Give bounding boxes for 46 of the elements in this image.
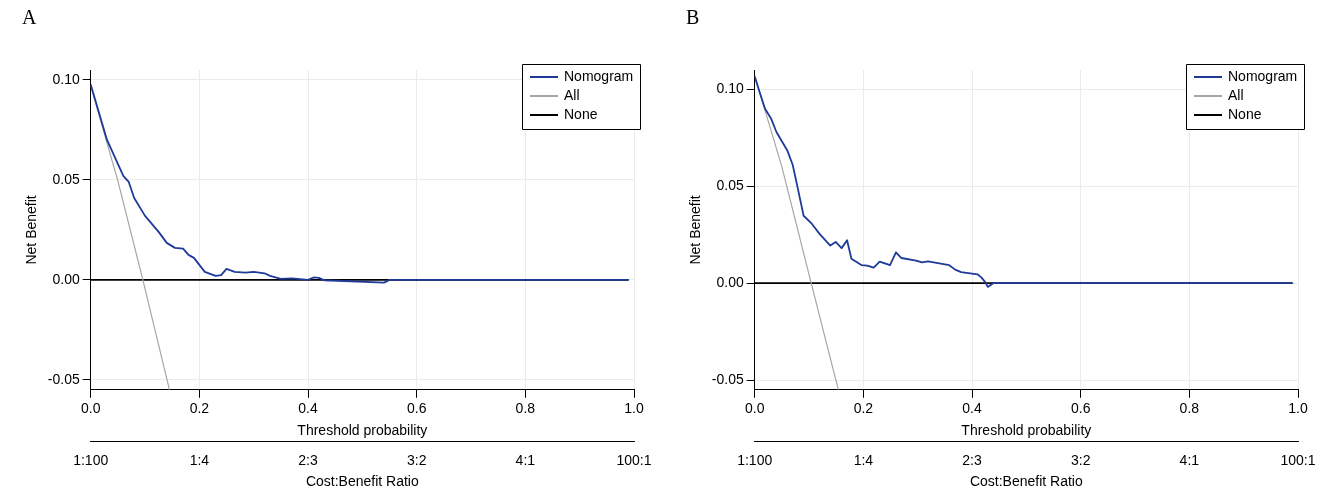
x-tick-label: 0.4 <box>298 400 318 417</box>
text: 100:1 <box>1280 451 1316 468</box>
legend-label: Nomogram <box>564 67 634 84</box>
legend-label: None <box>1228 105 1262 122</box>
text: 4:1 <box>1179 451 1200 468</box>
x2-axis-title: Cost:Benefit Ratio <box>305 473 419 490</box>
y-axis-title: Net Benefit <box>687 195 704 265</box>
x-tick-label: 0.2 <box>853 400 874 417</box>
x-axis-title: Threshold probability <box>297 421 428 438</box>
x-tick-label: 0.4 <box>962 400 982 417</box>
text: 1:4 <box>189 451 210 468</box>
y-tick-label: 0.10 <box>52 70 80 87</box>
y-tick-label: 0.00 <box>52 270 80 287</box>
x-tick-label: 0.8 <box>515 400 536 417</box>
x-tick-label: 1.0 <box>624 400 644 417</box>
chart-title: B <box>686 6 700 29</box>
x-tick-label: 1.0 <box>1288 400 1308 417</box>
chart-title: A <box>22 6 37 29</box>
y-tick-label: -0.05 <box>47 370 80 387</box>
x-tick-label: 0.6 <box>406 400 427 417</box>
text: 3:2 <box>406 451 427 468</box>
y-tick-label: 0.00 <box>716 274 744 291</box>
y-axis-title: Net Benefit <box>23 195 40 265</box>
text: 2:3 <box>298 451 318 468</box>
legend-label: All <box>564 86 580 103</box>
text: 4:1 <box>515 451 536 468</box>
text: 1:100 <box>73 451 109 468</box>
y-tick-label: 0.05 <box>52 170 80 187</box>
legend-label: Nomogram <box>1228 67 1298 84</box>
text: 1:100 <box>737 451 773 468</box>
x-axis-title: Threshold probability <box>961 421 1092 438</box>
text: 2:3 <box>962 451 982 468</box>
text: 1:4 <box>853 451 874 468</box>
x-tick-label: 0.0 <box>80 400 101 417</box>
y-tick-label: 0.05 <box>716 177 744 194</box>
y-tick-label: 0.10 <box>716 80 744 97</box>
x-tick-label: 0.2 <box>189 400 210 417</box>
text: 100:1 <box>616 451 652 468</box>
x-tick-label: 0.8 <box>1179 400 1200 417</box>
legend-label: None <box>564 105 598 122</box>
x-tick-label: 0.6 <box>1070 400 1091 417</box>
y-tick-label: -0.05 <box>711 370 744 387</box>
x2-axis-title: Cost:Benefit Ratio <box>969 473 1083 490</box>
legend-label: All <box>1228 86 1244 103</box>
x-tick-label: 0.0 <box>744 400 765 417</box>
text: 3:2 <box>1070 451 1091 468</box>
